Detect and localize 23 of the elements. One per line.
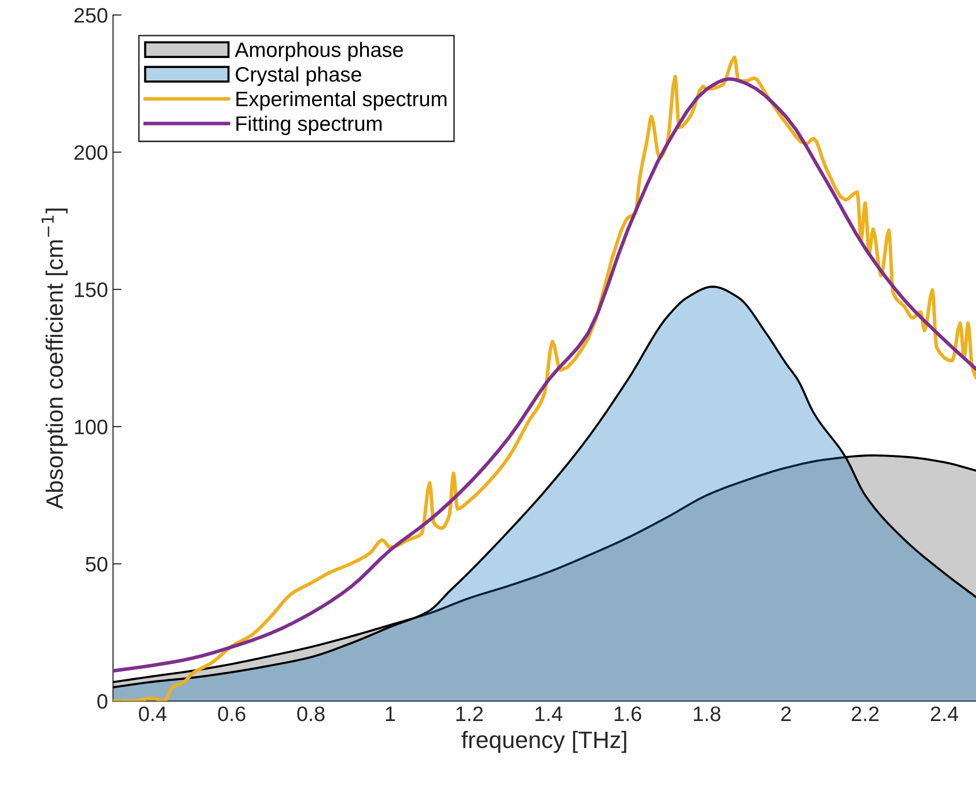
x-tick-label: 0.4 bbox=[138, 706, 166, 722]
y-tick-label: 50 bbox=[86, 556, 108, 572]
x-tick-label: 2 bbox=[781, 706, 791, 721]
y-tick-label: 250 bbox=[74, 8, 108, 23]
x-tick-label: 2.2 bbox=[852, 706, 879, 721]
x-tick-label: 1 bbox=[386, 706, 395, 721]
x-tick-label: 0.6 bbox=[218, 706, 246, 722]
y-axis-title: Absorption coefficient [cm$^{−1}$] bbox=[42, 208, 68, 510]
legend-label: Crystal phase bbox=[236, 66, 362, 86]
x-tick-label: 1.6 bbox=[614, 706, 642, 722]
x-tick-label: 2.4 bbox=[930, 706, 958, 721]
x-tick-label: 1.8 bbox=[694, 706, 720, 722]
legend-label: Amorphous phase bbox=[234, 42, 403, 62]
y-tick-label: 150 bbox=[74, 282, 108, 298]
x-axis-title: frequency [THz] bbox=[462, 730, 626, 753]
legend-label: Experimental spectrum bbox=[236, 91, 446, 110]
x-tick-label: 1.4 bbox=[536, 706, 562, 721]
x-tick-label: 1.2 bbox=[456, 706, 483, 721]
y-tick-label: 200 bbox=[74, 145, 108, 160]
y-tick-label: 0 bbox=[97, 694, 108, 709]
y-tick-label: 100 bbox=[74, 420, 108, 434]
legend-label: Fitting spectrum bbox=[236, 116, 382, 136]
x-tick-label: 0.8 bbox=[297, 706, 325, 722]
